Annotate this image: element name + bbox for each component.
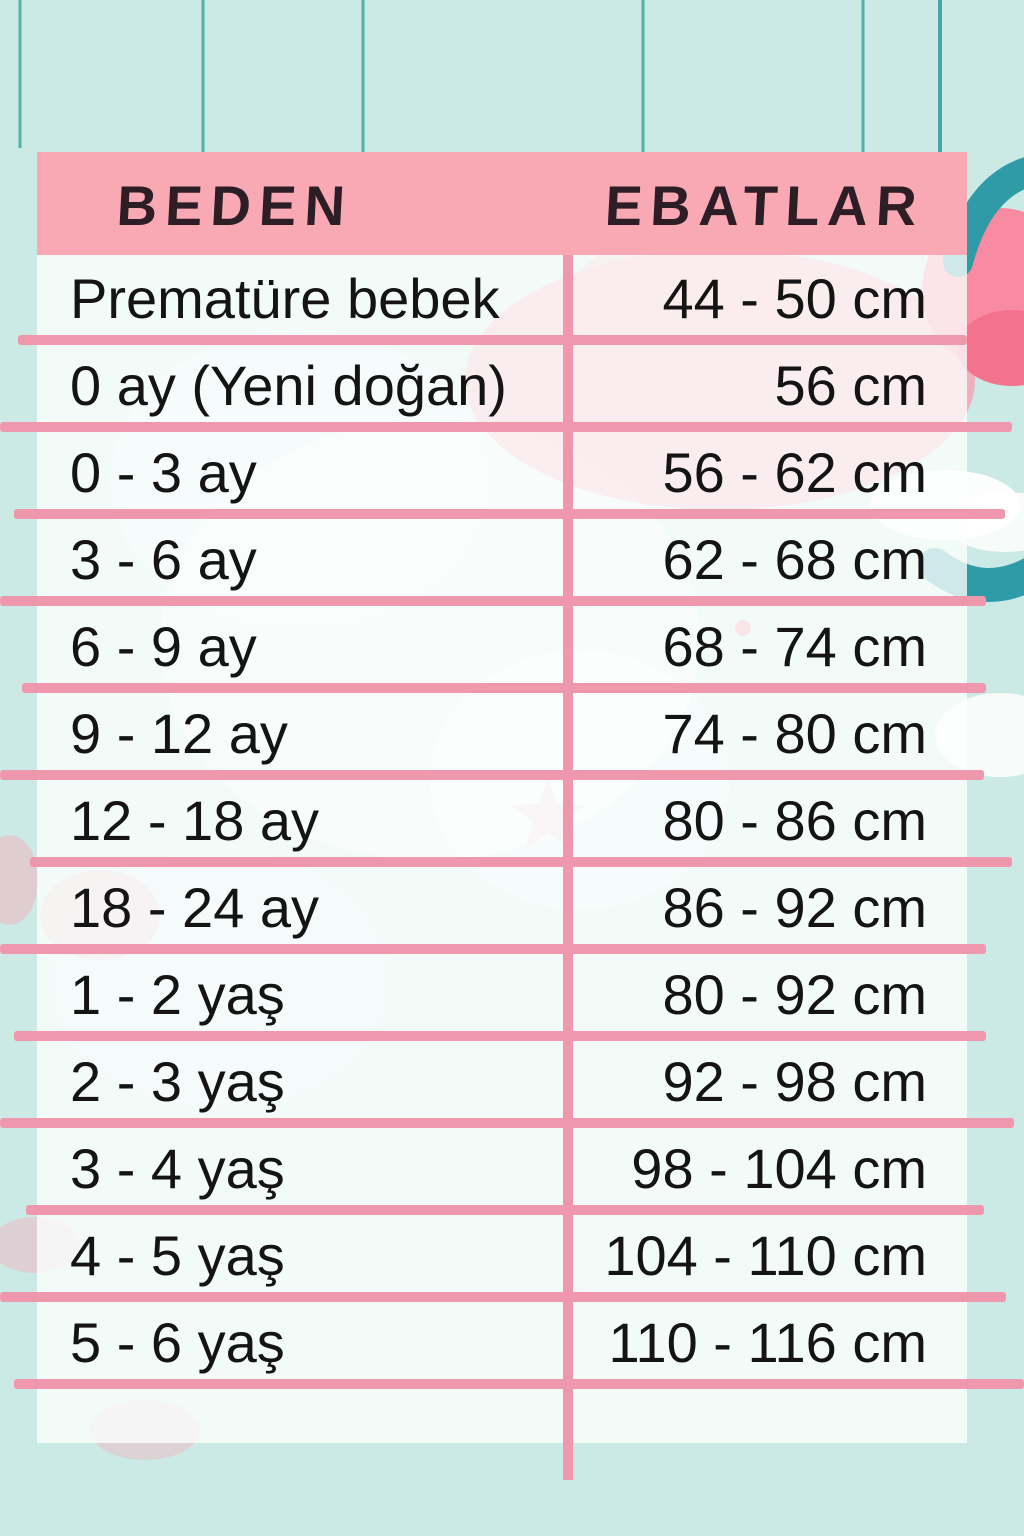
size-cell: 12 - 18 ay [70, 789, 320, 852]
row-separator-line [0, 422, 1012, 432]
row-separator-line [0, 1292, 1006, 1302]
dimension-cell: 74 - 80 cm [662, 702, 927, 765]
dimension-cell: 86 - 92 cm [662, 876, 927, 939]
pink-balloon-shadow [957, 310, 1024, 386]
table-row: 4 - 5 yaş 104 - 110 cm [37, 1212, 967, 1299]
row-separator-line [14, 1379, 1024, 1389]
size-cell: 0 ay (Yeni doğan) [70, 354, 507, 417]
column-divider-line [563, 255, 573, 1480]
table-row: 18 - 24 ay 86 - 92 cm [37, 864, 967, 951]
dimension-cell: 80 - 92 cm [662, 963, 927, 1026]
size-cell: 5 - 6 yaş [70, 1311, 285, 1374]
size-cell: Prematüre bebek [70, 267, 500, 330]
dimension-cell: 98 - 104 cm [631, 1137, 927, 1200]
pink-smudge [0, 835, 38, 925]
row-separator-line [0, 596, 986, 606]
size-cell: 2 - 3 yaş [70, 1050, 285, 1113]
size-table-header: BEDEN EBATLAR [37, 152, 967, 255]
row-separator-line [14, 509, 1005, 519]
table-row: 12 - 18 ay 80 - 86 cm [37, 777, 967, 864]
table-row: 5 - 6 yaş 110 - 116 cm [37, 1299, 967, 1386]
dimension-cell: 56 cm [774, 354, 928, 417]
table-row: 6 - 9 ay 68 - 74 cm [37, 603, 967, 690]
row-separator-line [18, 335, 967, 345]
size-cell: 18 - 24 ay [70, 876, 320, 939]
row-separator-line [26, 1205, 984, 1215]
header-ebatlar: EBATLAR [603, 174, 927, 237]
table-row: 3 - 6 ay 62 - 68 cm [37, 516, 967, 603]
dimension-cell: 44 - 50 cm [662, 267, 927, 330]
row-separator-line [0, 944, 986, 954]
row-separator-line [22, 683, 986, 693]
size-cell: 6 - 9 ay [70, 615, 257, 678]
dimension-cell: 104 - 110 cm [604, 1224, 927, 1287]
size-cell: 0 - 3 ay [70, 441, 257, 504]
table-row: 0 ay (Yeni doğan) 56 cm [37, 342, 967, 429]
table-row: 9 - 12 ay 74 - 80 cm [37, 690, 967, 777]
size-table-body: Prematüre bebek 44 - 50 cm 0 ay (Yeni doğa… [37, 255, 967, 1443]
row-separator-line [0, 1118, 1014, 1128]
row-separator-line [14, 1031, 986, 1041]
table-row: 0 - 3 ay 56 - 62 cm [37, 429, 967, 516]
row-separator-line [30, 857, 1012, 867]
header-beden: BEDEN [115, 174, 355, 237]
dimension-cell: 110 - 116 cm [608, 1311, 927, 1374]
table-row: 1 - 2 yaş 80 - 92 cm [37, 951, 967, 1038]
dimension-cell: 68 - 74 cm [662, 615, 927, 678]
size-cell: 1 - 2 yaş [70, 963, 285, 1026]
dimension-cell: 92 - 98 cm [662, 1050, 927, 1113]
dimension-cell: 62 - 68 cm [662, 528, 927, 591]
size-cell: 3 - 6 ay [70, 528, 257, 591]
row-separator-line [0, 770, 984, 780]
size-cell: 3 - 4 yaş [70, 1137, 285, 1200]
table-row: 3 - 4 yaş 98 - 104 cm [37, 1125, 967, 1212]
table-row: 2 - 3 yaş 92 - 98 cm [37, 1038, 967, 1125]
size-cell: 9 - 12 ay [70, 702, 288, 765]
dimension-cell: 80 - 86 cm [662, 789, 927, 852]
table-row: Prematüre bebek 44 - 50 cm [37, 255, 967, 342]
teal-string-lines [18, 0, 942, 152]
dimension-cell: 56 - 62 cm [662, 441, 927, 504]
size-cell: 4 - 5 yaş [70, 1224, 285, 1287]
